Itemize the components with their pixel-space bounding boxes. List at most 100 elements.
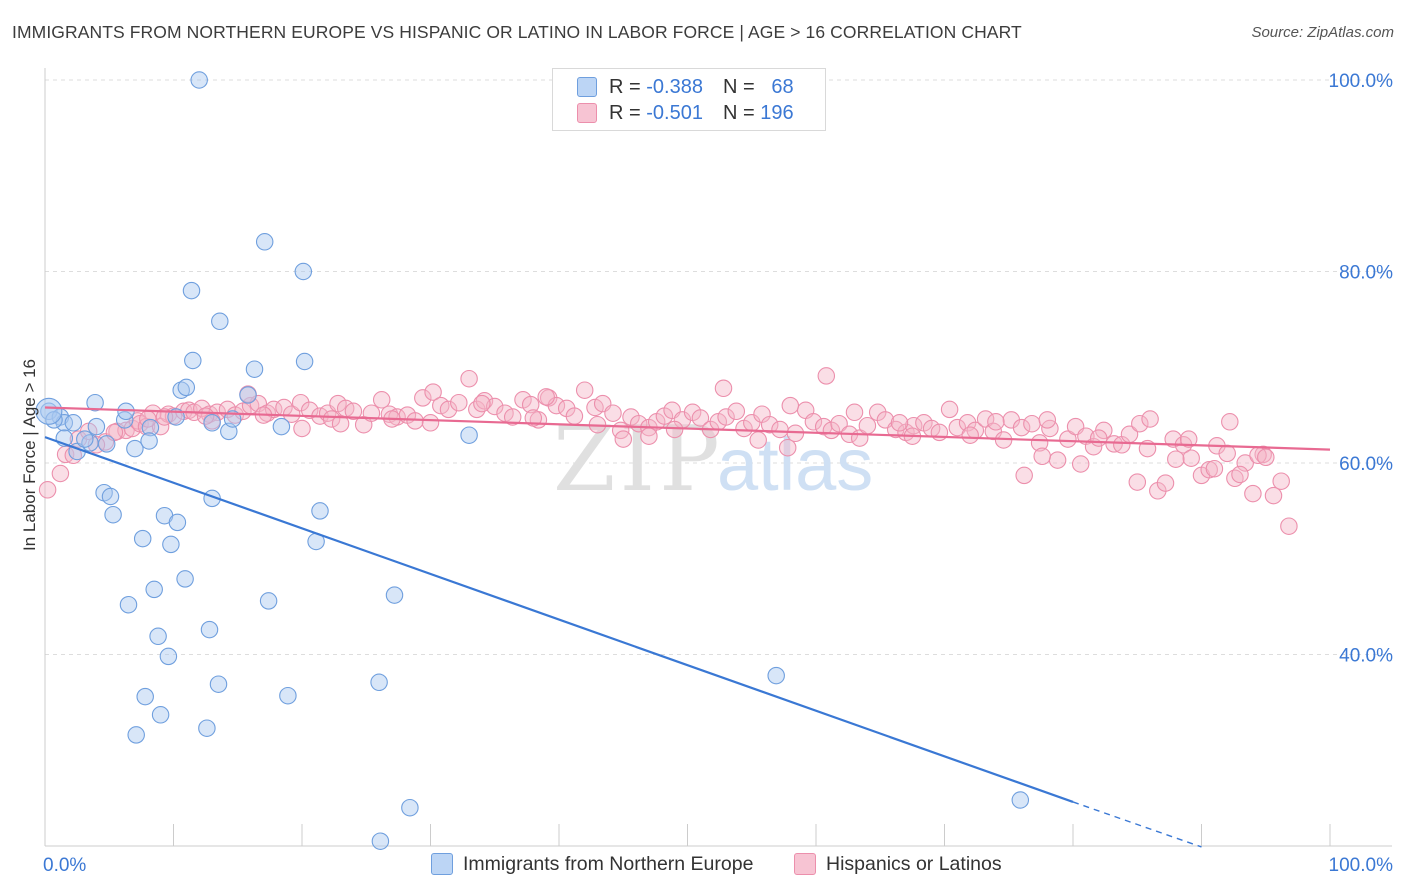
blue-point	[294, 262, 313, 281]
blue-point	[279, 686, 297, 705]
correlation-legend: R = -0.388 N = 68 R = -0.501 N = 196	[552, 68, 826, 131]
pink-point	[1089, 429, 1108, 447]
pink-point	[1038, 411, 1057, 429]
pink-point	[1131, 414, 1149, 433]
pink-point	[961, 426, 979, 444]
blue-point	[460, 426, 478, 444]
pink-point	[503, 408, 522, 426]
blue-trendline	[44, 436, 1074, 803]
pink-point	[1205, 459, 1224, 478]
bottom-legend-swatch-pink	[794, 853, 816, 875]
pink-point	[1218, 444, 1236, 463]
legend-n-value: 196	[760, 101, 794, 124]
pink-series-points	[38, 367, 1298, 535]
pink-point	[760, 415, 779, 434]
source-credit: Source: ZipAtlas.com	[1251, 24, 1394, 41]
pink-point	[1200, 460, 1218, 479]
blue-point	[239, 386, 257, 404]
pink-point	[845, 403, 864, 422]
pink-point	[1059, 430, 1077, 448]
pink-point	[1071, 455, 1090, 473]
blue-point	[401, 798, 419, 817]
y-tick-label: 100.0%	[1329, 71, 1394, 92]
legend-n-value: 68	[771, 75, 794, 98]
pink-point	[817, 367, 836, 385]
pink-point	[51, 464, 70, 483]
blue-point	[200, 620, 219, 639]
blue-point	[190, 71, 208, 89]
pink-point	[987, 413, 1005, 431]
blue-point	[136, 687, 154, 706]
chart-title: IMMIGRANTS FROM NORTHERN EUROPE VS HISPA…	[12, 22, 1022, 42]
pink-point	[414, 389, 432, 407]
blue-point	[141, 418, 160, 437]
blue-point	[385, 586, 404, 604]
blue-point	[101, 487, 120, 506]
pink-point	[1023, 414, 1041, 433]
pink-point	[858, 416, 877, 435]
blue-series-points	[35, 71, 1030, 850]
pink-point	[1012, 418, 1031, 437]
pink-point	[948, 418, 967, 437]
blue-point	[371, 832, 390, 850]
pink-point	[473, 394, 491, 413]
pink-point	[293, 419, 311, 438]
pink-point	[485, 397, 504, 416]
y-tick-label: 60.0%	[1339, 454, 1393, 475]
blue-point	[177, 378, 196, 397]
axes	[44, 68, 1392, 847]
pink-point	[940, 400, 959, 419]
legend-r-label: R =	[609, 101, 641, 124]
pink-point	[475, 392, 494, 410]
pink-point	[691, 409, 710, 427]
pink-point	[300, 401, 319, 420]
pink-point	[291, 393, 310, 412]
blue-point	[172, 381, 190, 399]
blue-point	[311, 502, 329, 520]
pink-point	[830, 414, 848, 433]
pink-point	[1182, 449, 1200, 467]
legend-n-label: N =	[722, 75, 755, 98]
pink-point	[344, 402, 363, 421]
pink-point	[424, 383, 442, 401]
blue-point	[76, 430, 94, 448]
pink-point	[640, 427, 658, 445]
legend-r-value: -0.388	[646, 75, 703, 98]
blue-point	[203, 414, 221, 432]
legend-swatch-blue	[577, 77, 597, 97]
y-tick-label: 40.0%	[1339, 646, 1393, 667]
blue-point	[64, 414, 83, 432]
blue-point	[370, 673, 388, 692]
pink-point	[976, 410, 995, 428]
pink-point	[1167, 450, 1185, 468]
blue-point	[182, 281, 201, 300]
x-tick-label-min: 0.0%	[43, 855, 86, 876]
pink-point	[890, 414, 909, 432]
pink-trendline	[44, 406, 1331, 451]
blue-point	[272, 417, 291, 436]
y-axis-label: In Labor Force | Age > 16	[20, 359, 39, 551]
pink-point	[771, 420, 789, 439]
pink-point	[778, 438, 797, 457]
blue-point	[184, 351, 202, 370]
pink-point	[804, 413, 823, 431]
legend-row-pink: R = -0.501 N = 196	[577, 101, 794, 125]
legend-n-label: N =	[722, 101, 755, 124]
pink-point	[1128, 473, 1147, 491]
trendlines	[44, 406, 1331, 848]
pink-point	[1257, 448, 1275, 467]
pink-point	[727, 402, 746, 421]
blue-point	[126, 439, 144, 458]
legend-swatch-pink	[577, 103, 597, 123]
blue-point	[767, 666, 785, 685]
bottom-legend-blue: Immigrants from Northern Europe	[431, 851, 753, 877]
pink-point	[521, 395, 540, 414]
pink-point	[614, 430, 633, 448]
pink-point	[1033, 447, 1051, 466]
pink-point	[537, 388, 555, 406]
blue-point	[198, 719, 216, 737]
x-tick-label-max: 100.0%	[1329, 855, 1394, 876]
pink-point	[930, 423, 949, 442]
blue-point	[97, 435, 116, 453]
pink-point	[665, 420, 684, 439]
